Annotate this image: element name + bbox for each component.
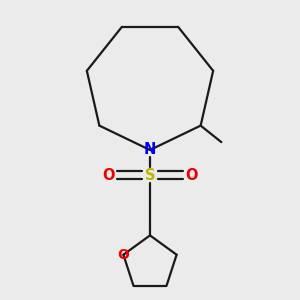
Text: O: O	[103, 167, 115, 182]
Text: N: N	[144, 142, 156, 158]
Text: S: S	[145, 167, 155, 182]
Text: O: O	[118, 248, 129, 262]
Text: O: O	[185, 167, 197, 182]
